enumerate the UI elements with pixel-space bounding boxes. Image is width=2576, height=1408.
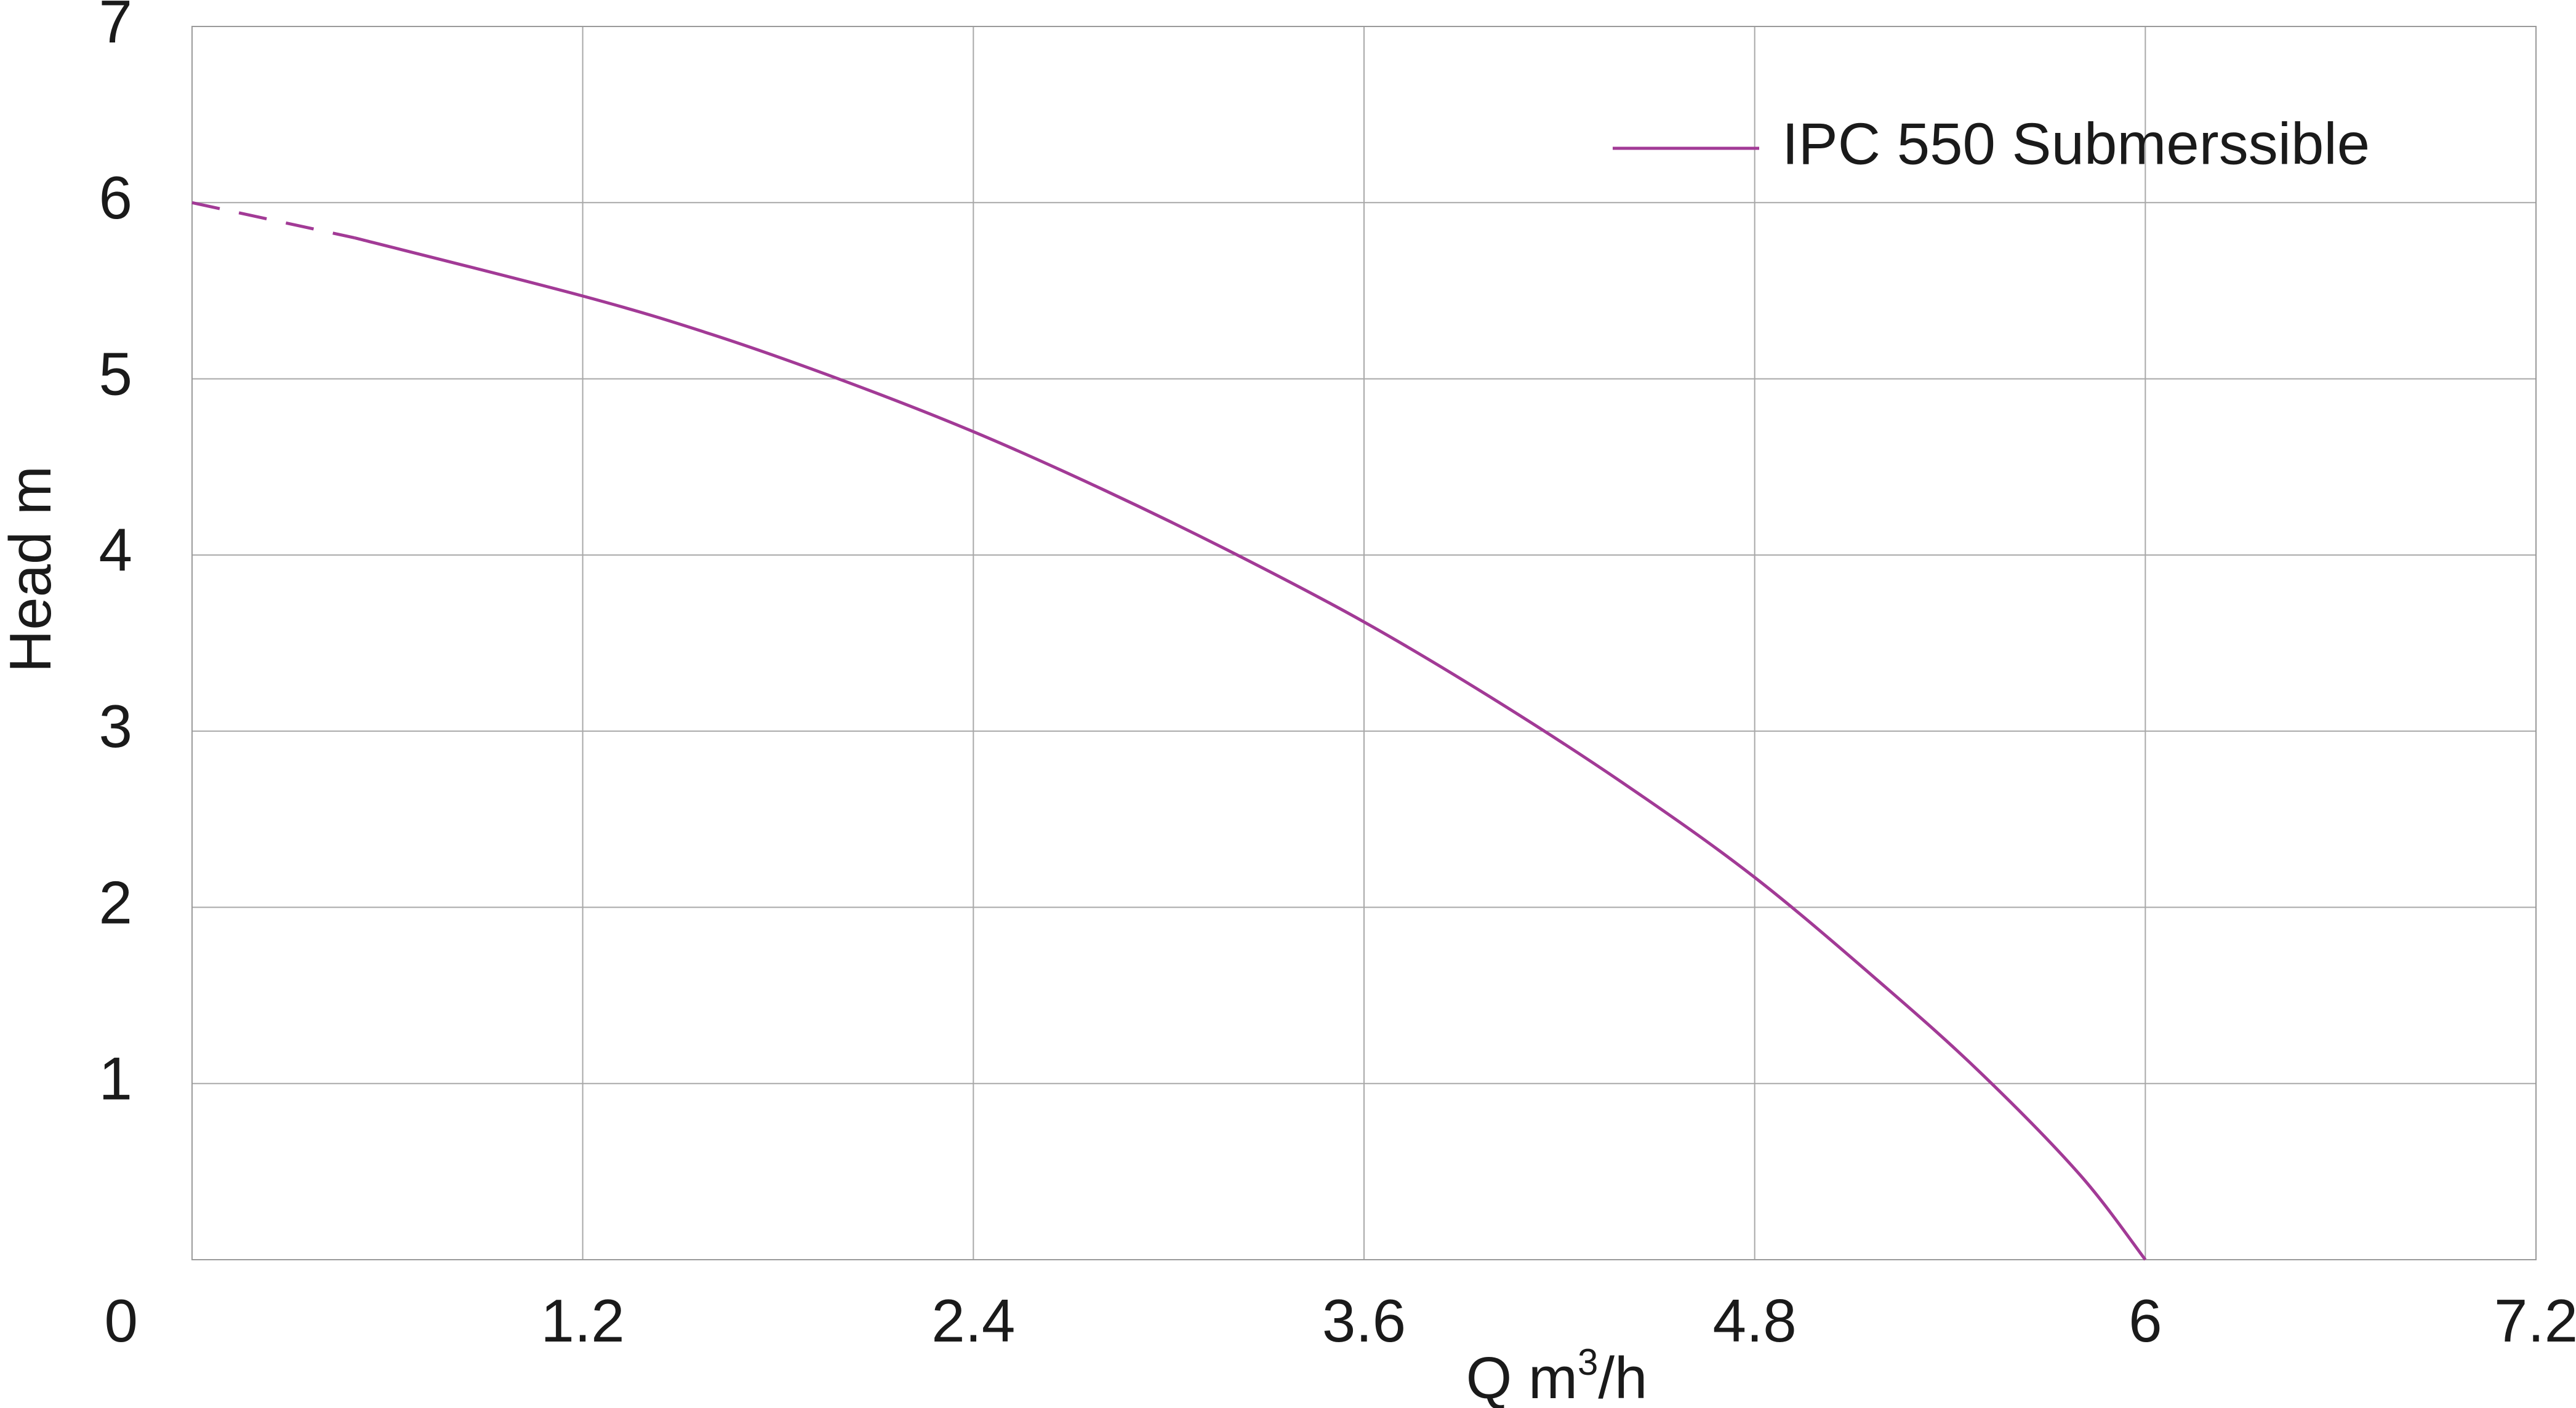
series-line-dashed-segment — [191, 201, 355, 239]
x-axis-ticks: 0 1.2 2.4 3.6 4.8 6 7.2 — [104, 1287, 2576, 1354]
x-tick-label: 1.2 — [541, 1287, 625, 1354]
x-tick-label: 6 — [2129, 1287, 2162, 1354]
x-axis-title: Q m3/h — [1466, 1342, 1648, 1408]
grid-lines — [192, 26, 2536, 1260]
series-layer — [191, 201, 2147, 1261]
y-tick-label: 5 — [98, 340, 132, 407]
plot-area-frame — [191, 26, 2537, 1260]
legend: IPC 550 Submerssible — [1613, 111, 2370, 177]
y-axis-ticks: 1 2 3 4 5 6 7 — [98, 0, 132, 1113]
x-tick-label: 7.2 — [2494, 1287, 2576, 1354]
x-tick-label: 4.8 — [1713, 1287, 1797, 1354]
x-axis-title-main: Q m — [1466, 1345, 1578, 1408]
x-tick-label: 2.4 — [931, 1287, 1015, 1354]
y-tick-label: 1 — [98, 1045, 132, 1113]
y-tick-label: 3 — [98, 692, 132, 760]
x-tick-label: 3.6 — [1322, 1287, 1406, 1354]
x-axis-title-tail: /h — [1598, 1345, 1647, 1408]
x-axis-title-sup: 3 — [1578, 1342, 1598, 1383]
y-tick-label: 2 — [98, 868, 132, 936]
series-line — [354, 236, 2147, 1261]
legend-label: IPC 550 Submerssible — [1782, 111, 2370, 177]
y-tick-label: 7 — [98, 0, 132, 55]
y-tick-label: 4 — [98, 516, 132, 584]
y-tick-label: 6 — [98, 164, 132, 231]
x-tick-label: 0 — [104, 1287, 138, 1354]
y-axis-title: Head m — [0, 466, 63, 673]
